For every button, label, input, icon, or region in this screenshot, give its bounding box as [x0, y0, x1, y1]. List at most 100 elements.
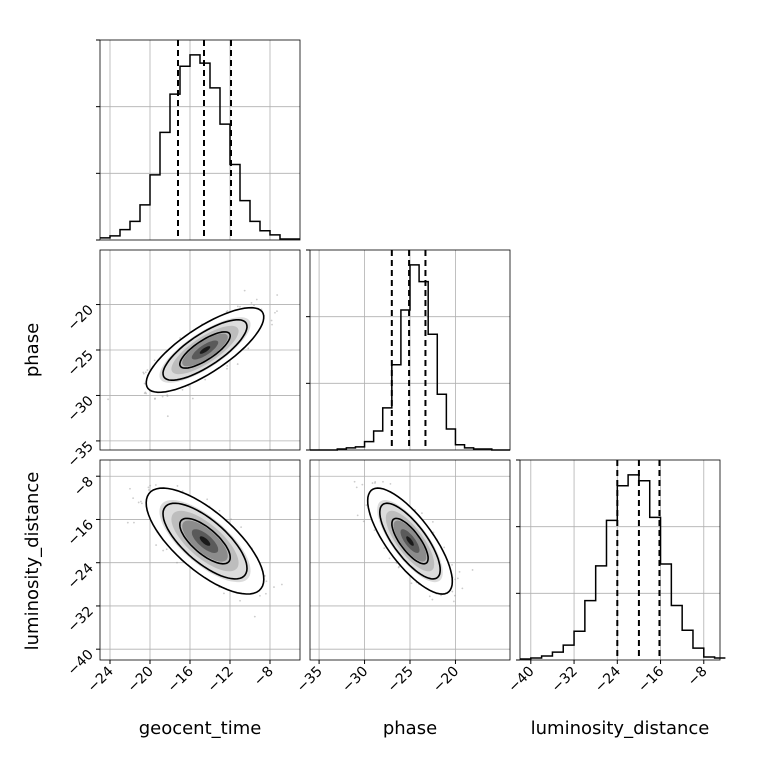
sample-point	[431, 520, 434, 523]
sample-point	[132, 497, 135, 500]
sample-point	[250, 301, 253, 304]
y-axis-label-phase: phase	[22, 323, 43, 377]
sample-point	[165, 548, 168, 551]
sample-point	[181, 388, 184, 391]
sample-point	[204, 378, 207, 381]
sample-point	[166, 415, 169, 418]
sample-point	[280, 583, 283, 586]
x-axis-label-luminosity-distance: luminosity_distance	[531, 718, 710, 739]
density-contour	[145, 306, 265, 394]
sample-point	[264, 575, 266, 577]
x-tick-label: −32	[549, 664, 581, 696]
sample-point	[356, 514, 359, 517]
sample-point	[154, 484, 157, 486]
y-tick-label: −35	[65, 438, 97, 470]
density-contour	[178, 517, 232, 565]
sample-point	[274, 311, 276, 314]
sample-point	[353, 480, 356, 483]
y-tick-label: −24	[65, 560, 97, 592]
sample-point	[140, 502, 143, 505]
y-tick-label: −30	[65, 393, 97, 425]
density-contour	[378, 502, 442, 580]
sample-point	[276, 294, 279, 296]
sample-point	[410, 582, 413, 585]
sample-point	[230, 518, 232, 521]
sample-point	[181, 490, 184, 492]
panel-frame	[99, 459, 301, 661]
sample-point	[226, 365, 229, 367]
x-tick-label: −20	[125, 664, 157, 696]
sample-point	[226, 310, 229, 312]
density-contour	[391, 517, 429, 565]
sample-point	[166, 394, 169, 396]
sample-point	[431, 598, 434, 601]
sample-point	[133, 521, 135, 524]
sample-point	[428, 595, 431, 598]
sample-point	[155, 544, 158, 546]
sample-point	[144, 371, 147, 374]
x-tick-label: −16	[635, 663, 667, 695]
sample-point	[137, 501, 140, 504]
sample-point	[270, 319, 273, 322]
sample-point	[129, 487, 131, 490]
density-contour	[179, 331, 231, 369]
sample-point	[147, 489, 150, 491]
sample-point	[162, 549, 165, 552]
sample-point	[236, 305, 239, 308]
sample-point	[440, 594, 442, 597]
panel-frame	[519, 459, 721, 661]
scatter-panel-geocent-time-vs-phase	[99, 249, 301, 451]
sample-point	[236, 363, 239, 365]
hist-panel-luminosity-distance	[516, 459, 726, 661]
x-tick-label: −24	[592, 663, 624, 695]
sample-point	[388, 557, 391, 560]
y-tick-label: −32	[65, 603, 97, 635]
sample-point	[153, 398, 156, 400]
x-tick-label: −35	[294, 664, 326, 696]
sample-point	[153, 359, 156, 362]
x-tick-label: −30	[339, 664, 371, 696]
y-tick-label: −40	[65, 647, 97, 679]
scatter-body	[126, 484, 283, 618]
density-fill	[406, 536, 414, 546]
sample-point	[179, 337, 182, 339]
panels-layer: −24 −20 −16 −12 −8 −35 −30 −25 −20 −40 −32 −24 −16 −8…	[65, 39, 726, 696]
sample-point	[226, 367, 228, 370]
sample-point	[451, 563, 453, 566]
sample-point	[240, 526, 242, 529]
x-tick-label: −25	[385, 664, 417, 696]
scatter-body	[353, 480, 474, 603]
sample-point	[176, 561, 178, 564]
sample-point	[383, 547, 386, 550]
sample-point	[239, 305, 241, 308]
x-tick-label: −8	[685, 664, 711, 690]
sample-point	[191, 397, 194, 400]
sample-point	[471, 569, 474, 571]
x-tick-label: −20	[430, 664, 462, 696]
sample-point	[223, 592, 225, 595]
sample-point	[265, 580, 268, 583]
sample-point	[161, 395, 164, 398]
sample-point	[107, 398, 109, 401]
density-contour	[366, 487, 454, 595]
sample-point	[452, 600, 455, 603]
y-axis-label-luminosity-distance: luminosity_distance	[22, 472, 43, 651]
sample-point	[239, 599, 241, 602]
panel-frame	[99, 39, 301, 241]
sample-point	[149, 484, 152, 487]
sample-point	[453, 594, 456, 597]
sample-point	[139, 500, 142, 503]
sample-point	[374, 482, 376, 484]
y-tick-label: −8	[71, 474, 97, 500]
hist-panel-phase	[306, 249, 511, 451]
histogram-step-phase	[310, 264, 510, 451]
sample-point	[362, 520, 365, 523]
sample-point	[365, 504, 368, 507]
density-fill	[199, 536, 211, 546]
x-tick-label: −8	[251, 664, 277, 690]
scatter-body	[107, 289, 279, 418]
scatter-panel-geocent-time-vs-luminosity-distance	[99, 459, 301, 661]
density-contour	[162, 319, 248, 381]
density-contour	[162, 502, 248, 580]
x-axis-label-phase: phase	[383, 718, 437, 739]
